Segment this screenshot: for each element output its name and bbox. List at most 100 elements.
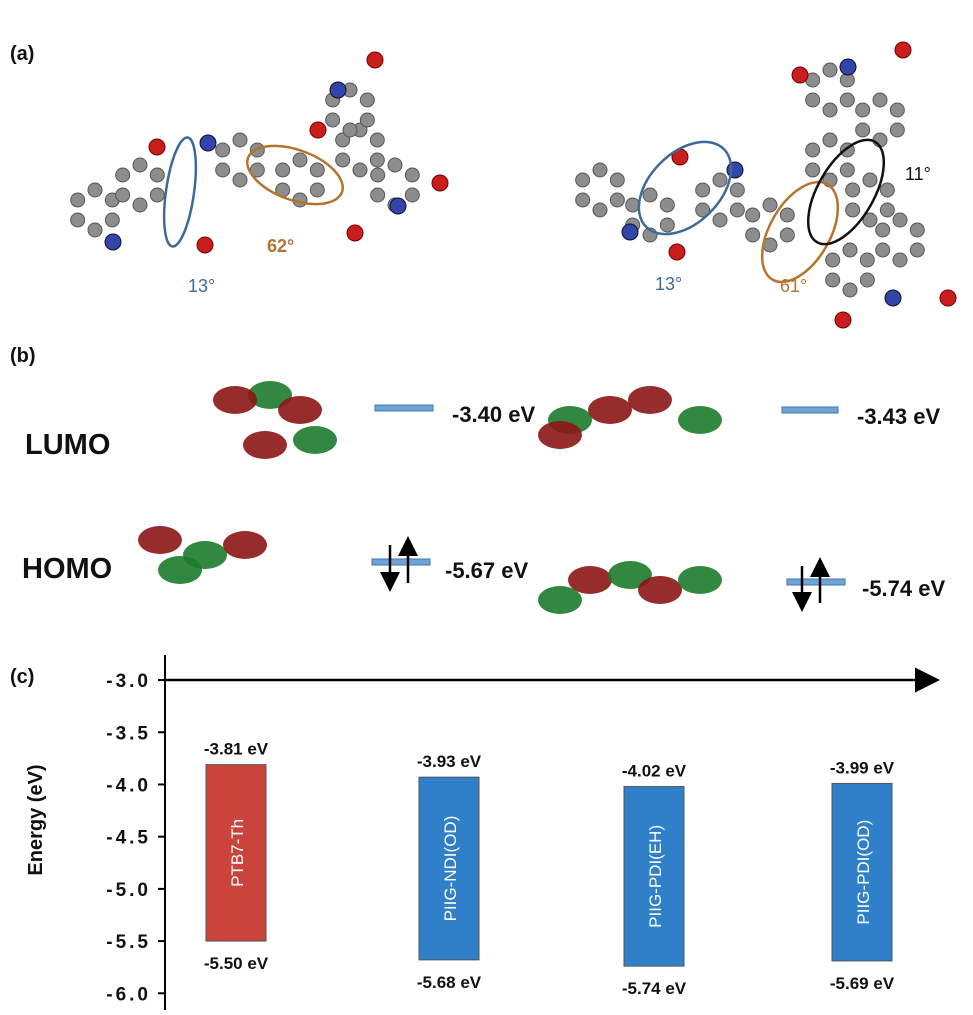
atom <box>713 173 727 187</box>
atom <box>276 163 290 177</box>
atom <box>840 163 854 177</box>
energy-level <box>375 405 433 411</box>
atom <box>371 168 385 182</box>
bar-label: PIIG-NDI(OD) <box>441 816 460 922</box>
atom <box>806 93 820 107</box>
atom <box>763 198 777 212</box>
atom <box>806 163 820 177</box>
atom <box>823 63 837 77</box>
energy-level <box>782 407 838 413</box>
atom <box>780 228 794 242</box>
bar-label: PTB7-Th <box>228 819 247 887</box>
panel-label: (a) <box>10 43 34 65</box>
atom <box>593 163 607 177</box>
energy-label: -5.74 eV <box>862 576 945 601</box>
angle-label: 62° <box>267 236 294 256</box>
atom <box>405 168 419 182</box>
nitrogen-atom <box>390 198 406 214</box>
energy-label: -3.40 eV <box>452 402 535 427</box>
orbital-lobe <box>278 396 322 424</box>
atom <box>116 168 130 182</box>
nitrogen-atom <box>200 135 216 151</box>
atom <box>116 188 130 202</box>
y-tick-label: -3.5 <box>106 723 151 744</box>
atom <box>370 133 384 147</box>
oxygen-atom <box>792 67 808 83</box>
atom <box>326 113 340 127</box>
value-label: -3.99 eV <box>830 758 895 777</box>
atom <box>216 163 230 177</box>
orbital-lobe <box>678 406 722 434</box>
orbital-lobe <box>538 421 582 449</box>
angle-label: 61° <box>780 276 807 296</box>
atom <box>233 173 247 187</box>
oxygen-atom <box>835 312 851 328</box>
atom <box>846 183 860 197</box>
atom <box>133 158 147 172</box>
panel-label: (b) <box>10 345 36 367</box>
orbital-lobe <box>638 576 682 604</box>
atom <box>826 253 840 267</box>
atom <box>856 103 870 117</box>
nitrogen-atom <box>330 82 346 98</box>
nitrogen-atom <box>105 234 121 250</box>
atom <box>910 243 924 257</box>
atom <box>823 133 837 147</box>
orbital-lobe <box>628 386 672 414</box>
atom <box>371 188 385 202</box>
atom <box>843 283 857 297</box>
orbital-plots <box>138 381 722 614</box>
atom <box>863 173 877 187</box>
value-label: -5.68 eV <box>417 973 482 992</box>
atom <box>890 123 904 137</box>
atom <box>71 213 85 227</box>
oxygen-atom <box>895 42 911 58</box>
orbital-lobe <box>243 431 287 459</box>
atom <box>856 123 870 137</box>
atom <box>806 143 820 157</box>
atom <box>893 253 907 267</box>
angle-label: 11° <box>905 164 931 184</box>
value-label: -5.69 eV <box>830 974 895 993</box>
atom <box>873 93 887 107</box>
atom <box>353 163 367 177</box>
nitrogen-atom <box>622 224 638 240</box>
atom <box>360 93 374 107</box>
y-tick-label: -6.0 <box>106 984 151 1005</box>
energy-label: -5.67 eV <box>445 558 528 583</box>
atom <box>746 208 760 222</box>
y-tick-label: -5.5 <box>106 932 151 953</box>
atom <box>336 153 350 167</box>
atom <box>780 208 794 222</box>
oxygen-atom <box>347 225 363 241</box>
oxygen-atom <box>940 290 956 306</box>
atom <box>388 158 402 172</box>
atom <box>610 193 624 207</box>
y-tick-label: -4.5 <box>106 828 151 849</box>
bar-label: PIIG-PDI(EH) <box>646 825 665 928</box>
atom <box>840 93 854 107</box>
atom <box>660 198 674 212</box>
atom <box>150 168 164 182</box>
atom <box>713 213 727 227</box>
atom <box>360 113 374 127</box>
value-label: -3.81 eV <box>204 740 269 759</box>
orbital-lobe <box>678 566 722 594</box>
bar-label: PIIG-PDI(OD) <box>854 820 873 925</box>
atom <box>876 223 890 237</box>
orbital-lobe <box>138 526 182 554</box>
angle-label: 13° <box>655 274 682 294</box>
oxygen-atom <box>432 175 448 191</box>
angle-ellipse <box>621 124 748 251</box>
oxygen-atom <box>197 237 213 253</box>
energy-label: -3.43 eV <box>857 404 940 429</box>
atom <box>610 173 624 187</box>
atom <box>626 198 640 212</box>
orbital-lobe <box>293 426 337 454</box>
atom <box>88 223 102 237</box>
atom <box>233 133 247 147</box>
angle-ellipse <box>158 136 201 249</box>
y-tick-label: -5.0 <box>106 880 151 901</box>
atom <box>823 103 837 117</box>
atom <box>593 203 607 217</box>
